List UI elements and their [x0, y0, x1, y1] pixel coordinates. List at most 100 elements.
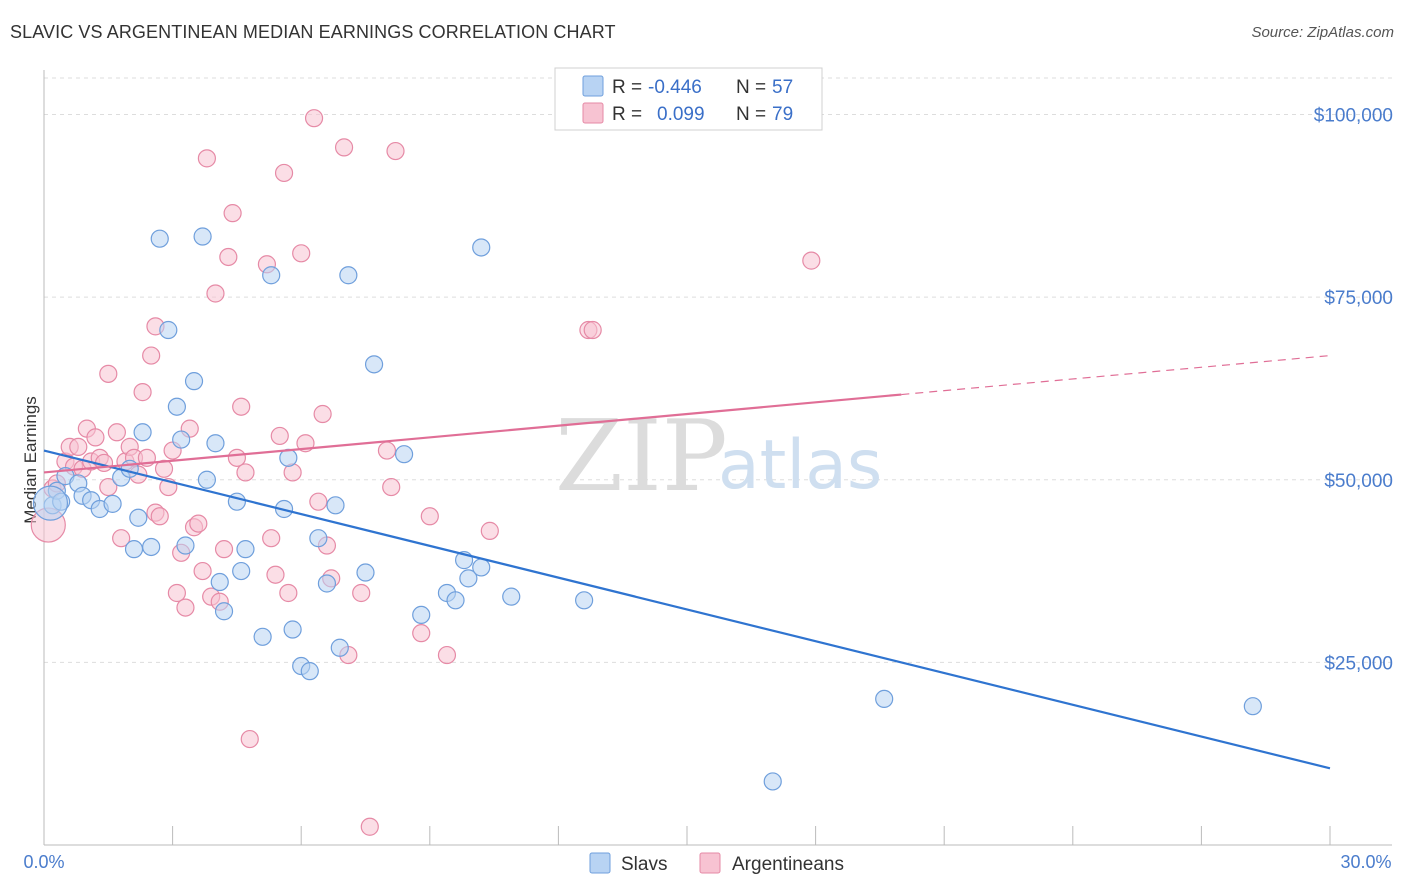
y-tick-label: $25,000	[1324, 653, 1393, 674]
axes	[43, 70, 1392, 846]
argentineans-point	[189, 514, 208, 533]
y-tick-label: $100,000	[1314, 106, 1393, 127]
legend-slavs-n-value: 57	[772, 77, 793, 98]
argentineans-point	[334, 138, 354, 157]
trend-lines	[43, 354, 1331, 770]
bottom-legend-argentineans: Argentineans	[732, 854, 844, 875]
y-tick-label: $50,000	[1324, 471, 1393, 492]
slavs-point	[236, 540, 255, 559]
legend-slavs-swatch	[582, 75, 604, 97]
slavs-point	[339, 266, 358, 285]
legend-box: R = -0.446 N = 57 R = 0.099 N = 79	[554, 67, 823, 131]
legend-slavs-n-label: N =	[736, 77, 766, 98]
slavs-points	[32, 227, 1262, 791]
slavs-point	[446, 591, 465, 610]
argentineans-point	[167, 583, 186, 603]
argentineans-point	[240, 729, 259, 749]
slavs-point	[875, 689, 894, 709]
argentineans-point	[69, 437, 88, 456]
slavs-trend-line	[43, 449, 1331, 770]
bottom-legend-slavs-swatch	[589, 852, 611, 874]
slavs-point	[309, 529, 328, 548]
argentineans-point	[377, 441, 397, 460]
chart-title: SLAVIC VS ARGENTINEAN MEDIAN EARNINGS CO…	[10, 22, 616, 42]
bottom-legend-slavs: Slavs	[621, 854, 667, 875]
argentineans-point	[142, 346, 161, 365]
argentineans-point	[176, 598, 195, 617]
argentineans-point	[274, 163, 294, 183]
argentineans-point	[420, 507, 439, 526]
slavs-point	[142, 537, 161, 557]
slavs-point	[763, 772, 782, 791]
argentineans-point	[219, 247, 238, 267]
slavs-point	[214, 602, 234, 621]
argentineans-trend-extension	[901, 354, 1331, 396]
slavs-point	[124, 540, 144, 559]
argentineans-point	[304, 109, 324, 128]
legend-slavs-r-label: R =	[612, 77, 642, 98]
argentineans-point	[107, 423, 126, 442]
source-label: Source: ZipAtlas.com	[1251, 24, 1394, 41]
slavs-point	[502, 587, 521, 606]
slavs-point	[330, 638, 349, 657]
slavs-point-large	[32, 485, 69, 521]
argentineans-point	[802, 251, 821, 270]
argentineans-point	[223, 204, 242, 223]
x-tick-max: 30.0%	[1340, 852, 1391, 872]
argentineans-point	[133, 383, 152, 402]
argentineans-point	[86, 428, 105, 447]
argentineans-point	[232, 397, 251, 416]
argentineans-point	[352, 583, 371, 603]
argentineans-point	[154, 459, 174, 478]
argentineans-point	[437, 645, 457, 665]
slavs-point	[232, 561, 251, 581]
legend-arg-r-value: 0.099	[657, 104, 705, 125]
legend-arg-n-label: N =	[736, 104, 766, 125]
slavs-point	[159, 320, 178, 340]
slavs-point	[176, 536, 195, 555]
slavs-point	[133, 423, 152, 442]
argentineans-point	[99, 364, 118, 383]
slavs-point	[1243, 697, 1262, 716]
slavs-point	[210, 572, 229, 592]
slavs-point	[253, 627, 272, 646]
legend-arg-r-label: R =	[612, 104, 642, 125]
argentineans-point	[206, 284, 225, 303]
slavs-point	[283, 620, 302, 639]
argentineans-point	[360, 817, 379, 836]
argentineans-point	[150, 507, 169, 526]
slavs-point	[184, 372, 204, 391]
x-ticks	[172, 826, 1331, 845]
argentineans-point	[214, 540, 234, 559]
argentineans-point	[386, 141, 405, 161]
slavs-point	[150, 229, 169, 248]
argentineans-point	[266, 565, 285, 584]
slavs-point	[167, 397, 186, 416]
slavs-point	[120, 459, 139, 478]
legend-slavs-r-value: -0.446	[648, 77, 702, 98]
slavs-point	[575, 591, 594, 610]
bottom-legend: Slavs Argentineans	[589, 852, 844, 875]
argentineans-point	[99, 477, 118, 497]
argentineans-trend-line	[43, 393, 902, 474]
slavs-point	[326, 496, 345, 515]
x-tick-min: 0.0%	[23, 852, 64, 872]
slavs-point	[193, 227, 212, 246]
legend-arg-n-value: 79	[772, 104, 793, 125]
slavs-point	[412, 605, 431, 625]
slavs-point	[364, 355, 384, 374]
slavs-point	[317, 574, 337, 593]
slavs-point	[279, 448, 298, 467]
y-axis-label: Median Earnings	[21, 396, 40, 524]
slavs-point	[103, 494, 122, 513]
argentineans-point	[309, 492, 328, 511]
argentineans-point	[279, 583, 298, 603]
argentineans-point	[412, 624, 431, 643]
argentineans-point	[583, 320, 602, 340]
y-tick-label: $75,000	[1324, 288, 1393, 309]
slavs-point	[206, 434, 225, 453]
slavs-point	[197, 470, 216, 489]
bottom-legend-arg-swatch	[699, 852, 721, 874]
slavs-point	[472, 238, 491, 257]
